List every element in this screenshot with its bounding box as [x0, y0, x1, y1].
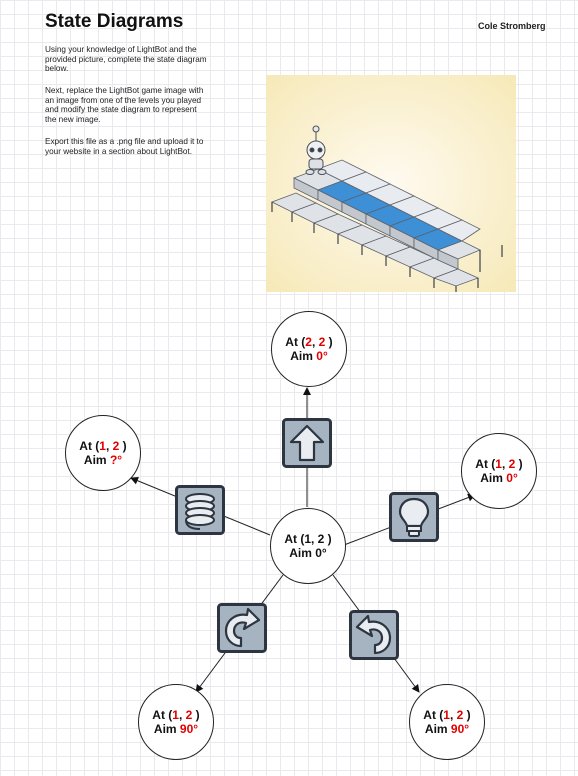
up-arrow-icon: [282, 418, 332, 468]
state-position: At (1, 2 ): [423, 708, 471, 722]
state-aim: Aim 90°: [424, 722, 470, 736]
lightbot-robot-icon: [305, 125, 327, 175]
spring-icon: [175, 485, 225, 535]
turn-right-icon: [217, 603, 267, 653]
state-node-turn-left: At (1, 2 ) Aim 90°: [409, 684, 485, 760]
floor-tiles: [271, 192, 480, 287]
turn-left-icon: [349, 610, 399, 660]
state-position: At (1, 2 ): [475, 457, 523, 471]
state-node-light: At (1, 2 ) Aim 0°: [461, 433, 537, 509]
state-aim: Aim 0°: [290, 349, 328, 363]
instruction-paragraph: Next, replace the LightBot game image wi…: [45, 86, 204, 124]
page-title: State Diagrams: [45, 11, 184, 32]
state-node-center: At (1, 2 ) Aim 0°: [270, 508, 346, 584]
state-position: At (1, 2 ): [152, 708, 200, 722]
lightbot-level-image: [266, 75, 516, 292]
author-name: Cole Stromberg: [478, 21, 546, 31]
state-aim: Aim ?°: [83, 453, 123, 467]
state-node-forward: At (2, 2 ) Aim 0°: [271, 311, 347, 387]
instruction-paragraph: Using your knowledge of LightBot and the…: [45, 45, 207, 74]
state-position: At (1, 2 ): [79, 439, 127, 453]
state-position: At (1, 2 ): [284, 532, 332, 546]
state-position: At (2, 2 ): [285, 335, 333, 349]
state-node-jump: At (1, 2 ) Aim ?°: [65, 415, 141, 491]
state-aim: Aim 90°: [153, 722, 199, 736]
state-aim: Aim 0°: [289, 546, 327, 560]
state-node-turn-right: At (1, 2 ) Aim 90°: [138, 684, 214, 760]
instruction-paragraph: Export this file as a .png file and uplo…: [45, 137, 204, 156]
state-aim: Aim 0°: [480, 471, 518, 485]
raised-tiles: [293, 159, 481, 270]
lightbulb-icon: [389, 492, 439, 542]
